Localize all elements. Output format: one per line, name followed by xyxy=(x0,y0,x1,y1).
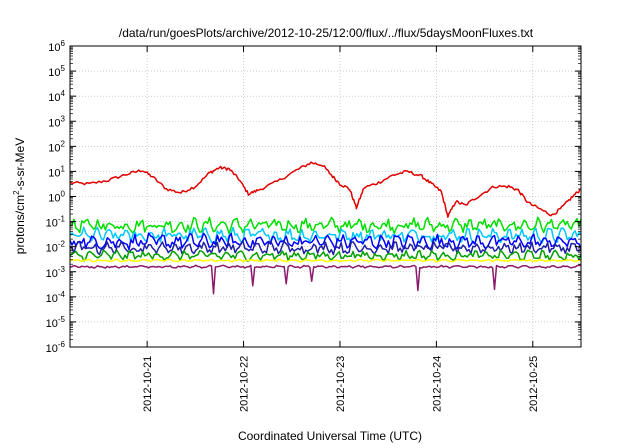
y-tick-label: 104 xyxy=(48,89,65,104)
series-line-4 xyxy=(69,232,582,251)
y-axis-label: protons/cm2-s-sr-MeV xyxy=(12,138,27,254)
x-tick-label: 2012-10-23 xyxy=(335,356,347,412)
series-line-2 xyxy=(69,216,582,235)
y-tick-label: 10-3 xyxy=(46,265,66,280)
y-tick-label: 10-1 xyxy=(46,215,66,230)
series-line-8 xyxy=(69,264,582,295)
x-axis-ticks: 2012-10-21 2012-10-22 2012-10-23 2012-10-24… xyxy=(142,46,540,412)
y-axis-ticks: 10-6 10-5 10-4 10-3 10-2 10-1 100 101 102 103 104 1… xyxy=(46,39,581,355)
y-tick-label: 100 xyxy=(48,190,65,205)
series-line-7 xyxy=(69,258,582,263)
series-line-1 xyxy=(69,161,582,218)
x-axis-label: Coordinated Universal Time (UTC) xyxy=(238,429,422,443)
y-tick-label: 106 xyxy=(48,39,65,54)
y-tick-label: 10-4 xyxy=(46,290,66,305)
series-line-6 xyxy=(69,249,582,262)
y-tick-label: 101 xyxy=(48,164,65,179)
x-tick-label: 2012-10-24 xyxy=(431,356,443,412)
chart-title: /data/run/goesPlots/archive/2012-10-25/1… xyxy=(119,26,534,40)
x-tick-label: 2012-10-25 xyxy=(528,356,540,412)
x-tick-label: 2012-10-21 xyxy=(142,356,154,412)
y-tick-label: 10-6 xyxy=(46,340,66,355)
y-tick-label: 10-2 xyxy=(46,240,66,255)
grid xyxy=(70,46,581,347)
y-tick-label: 102 xyxy=(48,139,65,154)
y-tick-label: 105 xyxy=(48,64,65,79)
y-tick-label: 10-5 xyxy=(46,315,66,330)
series-line-5 xyxy=(69,240,582,256)
series-group xyxy=(69,161,582,295)
y-tick-label: 103 xyxy=(48,114,65,129)
x-tick-label: 2012-10-22 xyxy=(239,356,251,412)
